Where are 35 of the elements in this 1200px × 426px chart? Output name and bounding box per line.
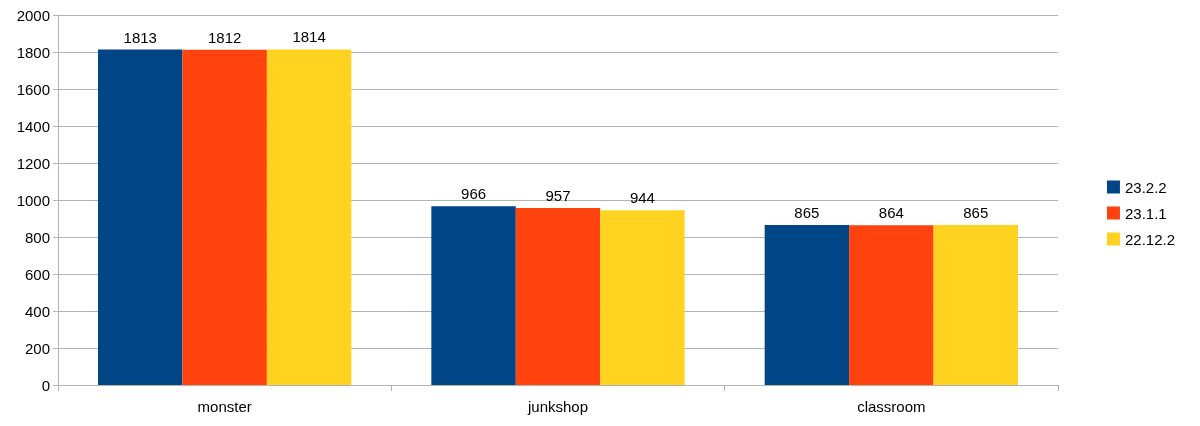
y-tick-label: 800	[24, 228, 50, 246]
bar	[764, 224, 850, 385]
data-label: 865	[963, 203, 989, 221]
y-tick-label: 0	[41, 376, 50, 394]
y-tick-label: 400	[24, 302, 50, 320]
data-label: 944	[629, 189, 655, 207]
bar	[933, 224, 1018, 385]
data-label: 1812	[207, 28, 242, 46]
y-tick-label: 1200	[16, 154, 50, 172]
legend-label: 22.12.2	[1124, 230, 1175, 248]
x-tick-label: monster	[197, 398, 252, 415]
bar	[431, 206, 516, 385]
data-label: 957	[545, 186, 571, 204]
bar	[182, 49, 267, 385]
y-tick-label: 1000	[16, 191, 50, 209]
bar	[515, 207, 601, 385]
data-label: 966	[461, 185, 487, 203]
data-label: 864	[878, 204, 904, 222]
y-tick-label: 1800	[16, 43, 50, 61]
bar	[600, 210, 685, 385]
bar	[98, 49, 183, 385]
y-tick-label: 200	[24, 339, 50, 357]
x-tick-label: classroom	[857, 398, 926, 415]
legend-label: 23.1.1	[1124, 204, 1167, 222]
y-tick-label: 600	[24, 265, 50, 283]
bar	[849, 225, 934, 385]
x-tick-label: junkshop	[526, 398, 589, 415]
y-tick-label: 2000	[16, 6, 50, 24]
data-label: 1814	[292, 28, 326, 46]
y-tick-label: 1600	[16, 80, 50, 98]
legend-label: 23.2.2	[1124, 178, 1167, 196]
bar	[266, 49, 352, 385]
y-tick-label: 1400	[16, 117, 50, 135]
data-label: 1813	[123, 28, 157, 46]
data-label: 865	[794, 203, 820, 221]
